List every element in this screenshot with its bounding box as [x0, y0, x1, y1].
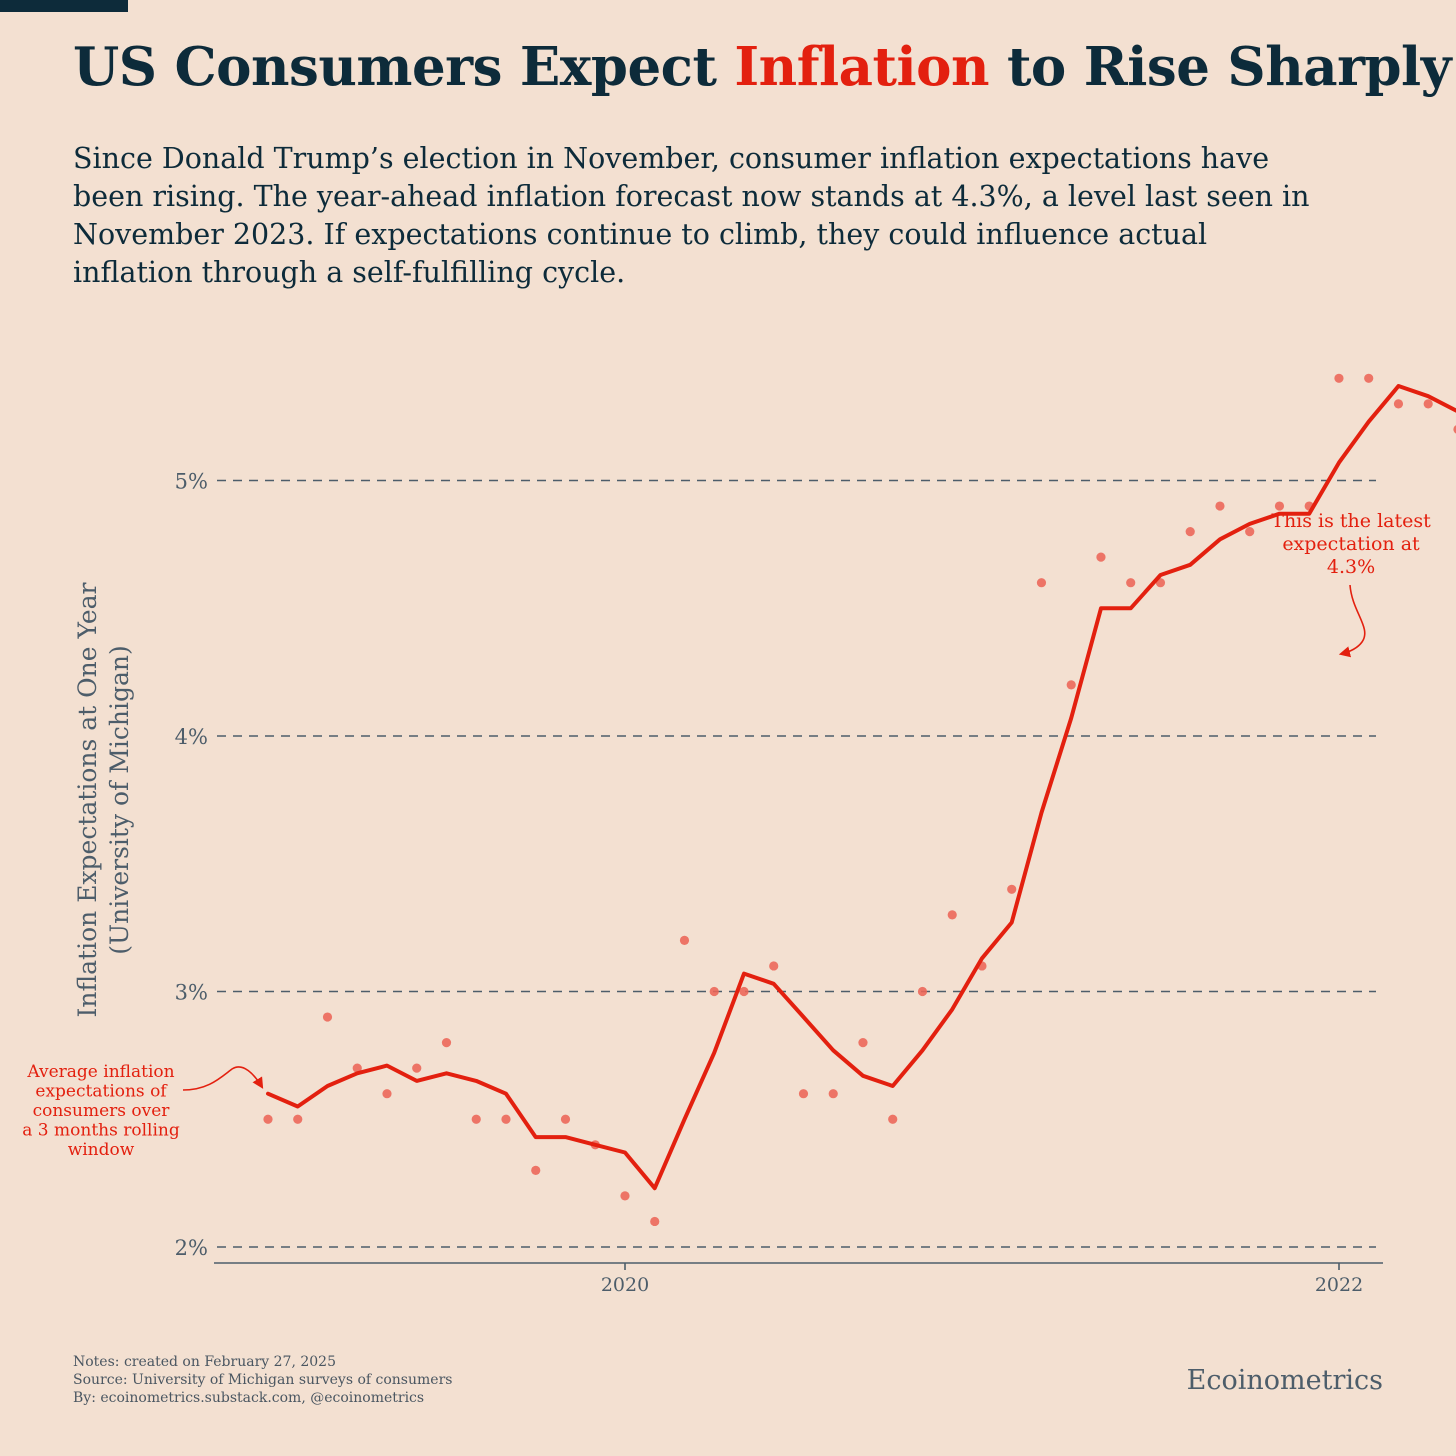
data-point [888, 1114, 898, 1124]
annotation-latest-text: 4.3% [1327, 556, 1375, 578]
data-point [263, 1114, 273, 1124]
note-created: Notes: created on February 27, 2025 [73, 1354, 336, 1370]
data-point [620, 1191, 630, 1201]
data-point [679, 935, 690, 946]
data-point [1393, 399, 1404, 409]
data-point [471, 1114, 481, 1124]
data-point [501, 1114, 511, 1124]
y-axis-subtitle: (University of Michigan) [105, 645, 134, 954]
note-source: Source: University of Michigan surveys o… [73, 1372, 453, 1388]
data-point [293, 1114, 303, 1124]
data-point [1066, 680, 1076, 690]
data-point [1274, 501, 1285, 511]
annotation-rolling-arrow [182, 1066, 264, 1091]
data-point [1245, 527, 1255, 537]
data-point [709, 986, 719, 997]
data-point [739, 986, 749, 997]
data-point [1453, 425, 1456, 434]
y-tick-label: 3% [175, 981, 208, 1005]
annotation-latest-text: expectation at [1282, 533, 1420, 555]
data-point [798, 1089, 809, 1099]
x-tick-label: 2022 [1315, 1274, 1363, 1296]
annotation-rolling-text: window [68, 1140, 135, 1160]
x-tick-label: 2020 [601, 1274, 649, 1296]
data-point [1364, 373, 1374, 383]
footer-notes: Notes: created on February 27, 2025 Sour… [73, 1353, 452, 1407]
data-point [947, 910, 957, 920]
data-point [531, 1165, 541, 1175]
data-point [1007, 884, 1017, 894]
data-point [382, 1089, 392, 1099]
rolling-average-line [266, 384, 1456, 1191]
data-point [650, 1216, 660, 1227]
title-highlight-word: Inflation [734, 36, 989, 98]
y-tick-label: 4% [175, 725, 208, 749]
brand-logo-text: Ecoinometrics [1186, 1365, 1383, 1396]
data-point [1334, 373, 1344, 383]
annotation-latest-arrow [1338, 584, 1366, 658]
note-by: By: ecoinometrics.substack.com, @ecoinom… [73, 1390, 425, 1406]
title-part-before: US Consumers Expect [73, 36, 735, 98]
data-point [858, 1038, 868, 1048]
annotation-rolling-text: consumers over [33, 1101, 171, 1121]
data-point [769, 961, 779, 971]
subtitle: Since Donald Trump’s election in Novembe… [73, 142, 1310, 289]
data-point [412, 1063, 422, 1073]
title-part-after: to Rise Sharply [989, 36, 1452, 98]
y-tick-label: 5% [175, 470, 208, 494]
data-point [1423, 399, 1433, 409]
data-point [560, 1114, 571, 1124]
y-tick-label: 2% [175, 1236, 208, 1260]
annotation-rolling-text: a 3 months rolling [22, 1121, 180, 1141]
corner-accent-bar [0, 0, 128, 12]
annotation-latest-text: This is the latest [1271, 510, 1431, 532]
data-point [1185, 527, 1195, 537]
data-point [352, 1063, 362, 1073]
data-point [828, 1089, 838, 1099]
page-title: US Consumers Expect Inflation to Rise Sh… [73, 36, 1452, 98]
y-axis-title: Inflation Expectations at One Year [73, 582, 102, 1017]
data-point [322, 1012, 333, 1022]
data-point [1126, 578, 1136, 588]
annotation-rolling-text: expectations of [35, 1082, 168, 1102]
annotation-rolling-text: Average inflation [26, 1062, 174, 1082]
data-point [441, 1038, 452, 1048]
data-point [1215, 501, 1225, 511]
data-point [1096, 552, 1106, 562]
data-point [1036, 578, 1047, 588]
data-point [917, 986, 928, 997]
